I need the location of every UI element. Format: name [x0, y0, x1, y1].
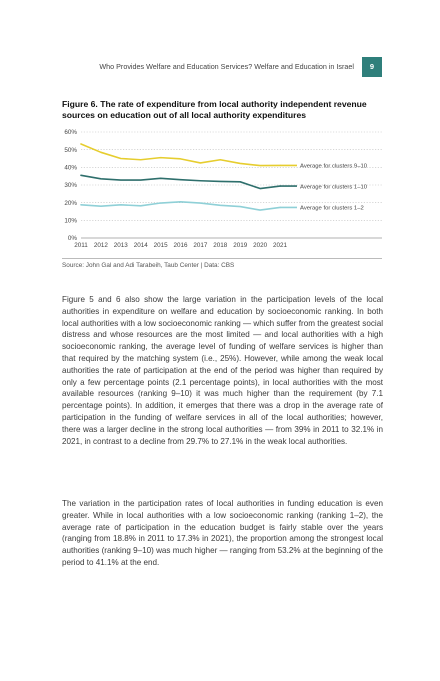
- y-tick-label: 10%: [64, 218, 77, 225]
- legend-label-1: Average for clusters 9–10: [300, 164, 368, 170]
- y-tick-label: 30%: [64, 182, 77, 189]
- x-tick-label: 2020: [253, 242, 268, 249]
- legend-label-3: Average for clusters 1–2: [300, 206, 364, 212]
- body-paragraph-2: The variation in the participation rates…: [62, 499, 383, 567]
- x-tick-label: 2021: [273, 242, 288, 249]
- figure-title: Figure 6. The rate of expenditure from l…: [62, 99, 367, 120]
- y-tick-label: 40%: [64, 165, 77, 172]
- x-tick-label: 2013: [114, 242, 129, 249]
- y-tick-label: 0%: [68, 235, 78, 242]
- x-tick-label: 2016: [173, 242, 188, 249]
- series-line-3: [80, 200, 281, 211]
- series-line-1: [80, 143, 281, 167]
- x-tick-label: 2017: [193, 242, 208, 249]
- source-divider: [62, 258, 382, 259]
- x-tick-label: 2019: [233, 242, 248, 249]
- body-paragraph-1: Figure 5 and 6 also show the large varia…: [62, 295, 383, 446]
- x-tick-label: 2011: [74, 242, 88, 249]
- legend-label-2: Average for clusters 1–10: [300, 184, 368, 190]
- x-tick-label: 2012: [94, 242, 109, 249]
- y-tick-label: 60%: [64, 129, 77, 136]
- y-tick-label: 50%: [64, 147, 77, 154]
- x-tick-label: 2018: [213, 242, 228, 249]
- series-line-2: [80, 174, 281, 190]
- figure-source: Source: John Gal and Adi Tarabeih, Taub …: [62, 262, 235, 269]
- x-tick-label: 2015: [154, 242, 169, 249]
- y-tick-label: 20%: [64, 200, 77, 207]
- page-number-badge: 9: [362, 57, 382, 77]
- running-head: Who Provides Welfare and Education Servi…: [99, 62, 354, 71]
- page-header: Who Provides Welfare and Education Servi…: [0, 57, 440, 77]
- x-tick-label: 2014: [134, 242, 149, 249]
- line-chart: 0% 10% 20% 30% 40% 50% 60% 2011 2012 2013 2014 2015…: [64, 129, 382, 249]
